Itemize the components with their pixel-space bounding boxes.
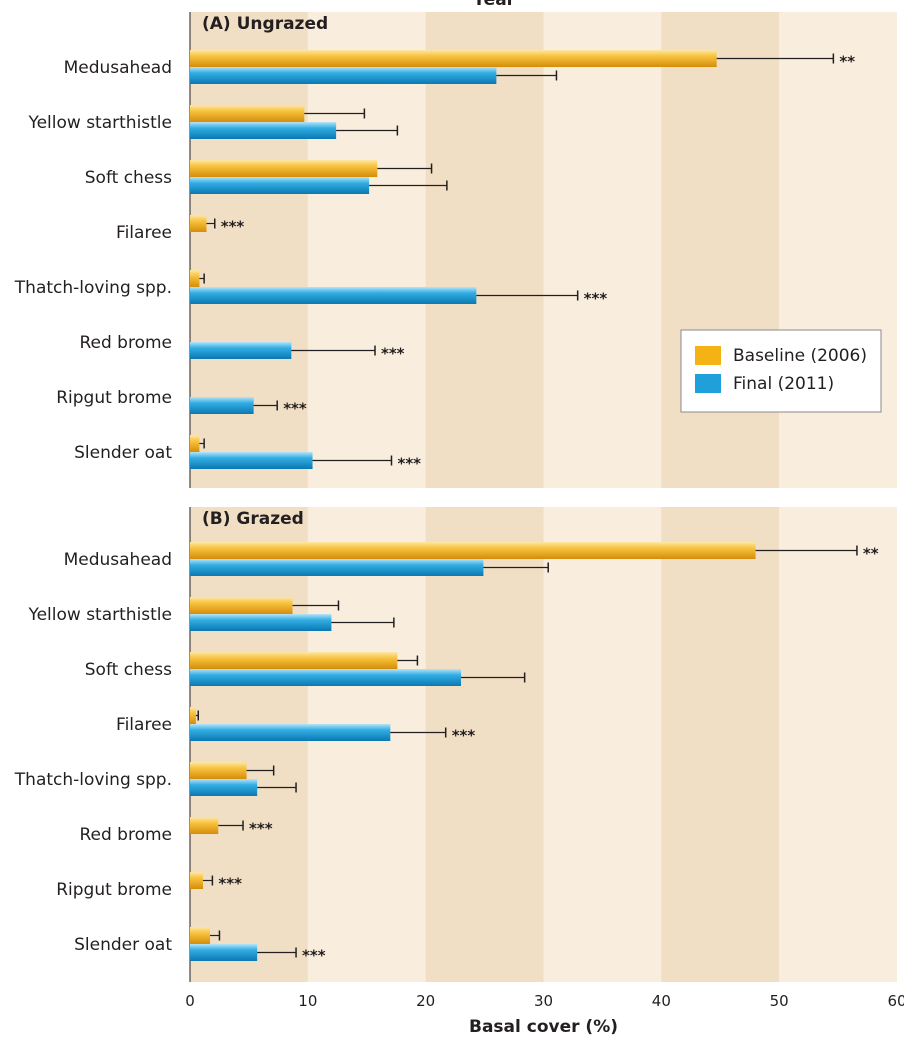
bar: [190, 105, 305, 122]
legend-swatch: [695, 346, 721, 365]
bar: [190, 177, 370, 194]
bar: [190, 542, 756, 559]
significance-label: **: [863, 545, 879, 563]
category-label: Slender oat: [74, 935, 172, 955]
category-label: Medusahead: [64, 58, 172, 78]
category-label: Yellow starthistle: [27, 605, 172, 625]
bar: [190, 762, 247, 779]
grid-band: [543, 12, 662, 488]
bar: [190, 944, 258, 961]
category-label: Soft chess: [85, 168, 172, 188]
category-label: Ripgut brome: [56, 880, 172, 900]
significance-label: ***: [584, 290, 608, 308]
bar: [190, 559, 484, 576]
x-tick-label: 40: [652, 992, 671, 1010]
grid-band: [307, 507, 426, 982]
bar: [190, 779, 258, 796]
x-tick-label: 50: [770, 992, 789, 1010]
category-label: Filaree: [116, 223, 172, 243]
panel-title: (B) Grazed: [202, 509, 304, 529]
bar: [190, 397, 254, 414]
bar: [190, 452, 313, 469]
bar: [190, 724, 391, 741]
grid-band: [543, 507, 662, 982]
category-label: Ripgut brome: [56, 388, 172, 408]
grid-band: [307, 12, 426, 488]
bar: [190, 342, 292, 359]
category-label: Slender oat: [74, 443, 172, 463]
bar: [190, 287, 477, 304]
significance-label: ***: [283, 400, 307, 418]
bar: [190, 435, 200, 452]
bar: [190, 927, 211, 944]
x-tick-label: 0: [185, 992, 195, 1010]
grid-band: [661, 507, 780, 982]
grid-band: [779, 507, 897, 982]
grid-band: [661, 12, 780, 488]
bar: [190, 652, 398, 669]
category-label: Red brome: [79, 333, 172, 353]
significance-label: ***: [452, 727, 476, 745]
x-tick-label: 10: [298, 992, 317, 1010]
legend-entry: Baseline (2006): [733, 346, 867, 366]
category-label: Red brome: [79, 825, 172, 845]
x-tick-label: 60: [887, 992, 904, 1010]
chart-top-title: Year: [472, 0, 516, 10]
panel-title: (A) Ungrazed: [202, 14, 328, 34]
bar: [190, 597, 293, 614]
bar: [190, 817, 219, 834]
category-label: Thatch-loving spp.: [14, 278, 172, 298]
bar: [190, 707, 196, 724]
bar: [190, 160, 378, 177]
category-label: Thatch-loving spp.: [14, 770, 172, 790]
x-tick-label: 30: [534, 992, 553, 1010]
significance-label: ***: [302, 947, 326, 965]
legend-entry: Final (2011): [733, 374, 834, 394]
bar: [190, 669, 462, 686]
significance-label: ***: [249, 820, 273, 838]
significance-label: ***: [381, 345, 405, 363]
bar: [190, 67, 497, 84]
significance-label: ***: [218, 875, 242, 893]
bar: [190, 872, 203, 889]
bar: [190, 614, 332, 631]
significance-label: ***: [221, 218, 245, 236]
category-label: Soft chess: [85, 660, 172, 680]
legend-box: [680, 329, 882, 413]
grid-band: [425, 507, 544, 982]
category-label: Filaree: [116, 715, 172, 735]
x-tick-label: 20: [416, 992, 435, 1010]
category-label: Yellow starthistle: [27, 113, 172, 133]
bar: [190, 270, 200, 287]
significance-label: ***: [397, 455, 421, 473]
grid-band: [190, 507, 308, 982]
grid-band: [779, 12, 897, 488]
bar: [190, 122, 337, 139]
legend-swatch: [695, 374, 721, 393]
bar: [190, 215, 207, 232]
grid-band: [425, 12, 544, 488]
category-label: Medusahead: [64, 550, 172, 570]
bar: [190, 50, 717, 67]
significance-label: **: [839, 53, 855, 71]
x-axis-title: Basal cover (%): [469, 1017, 618, 1037]
